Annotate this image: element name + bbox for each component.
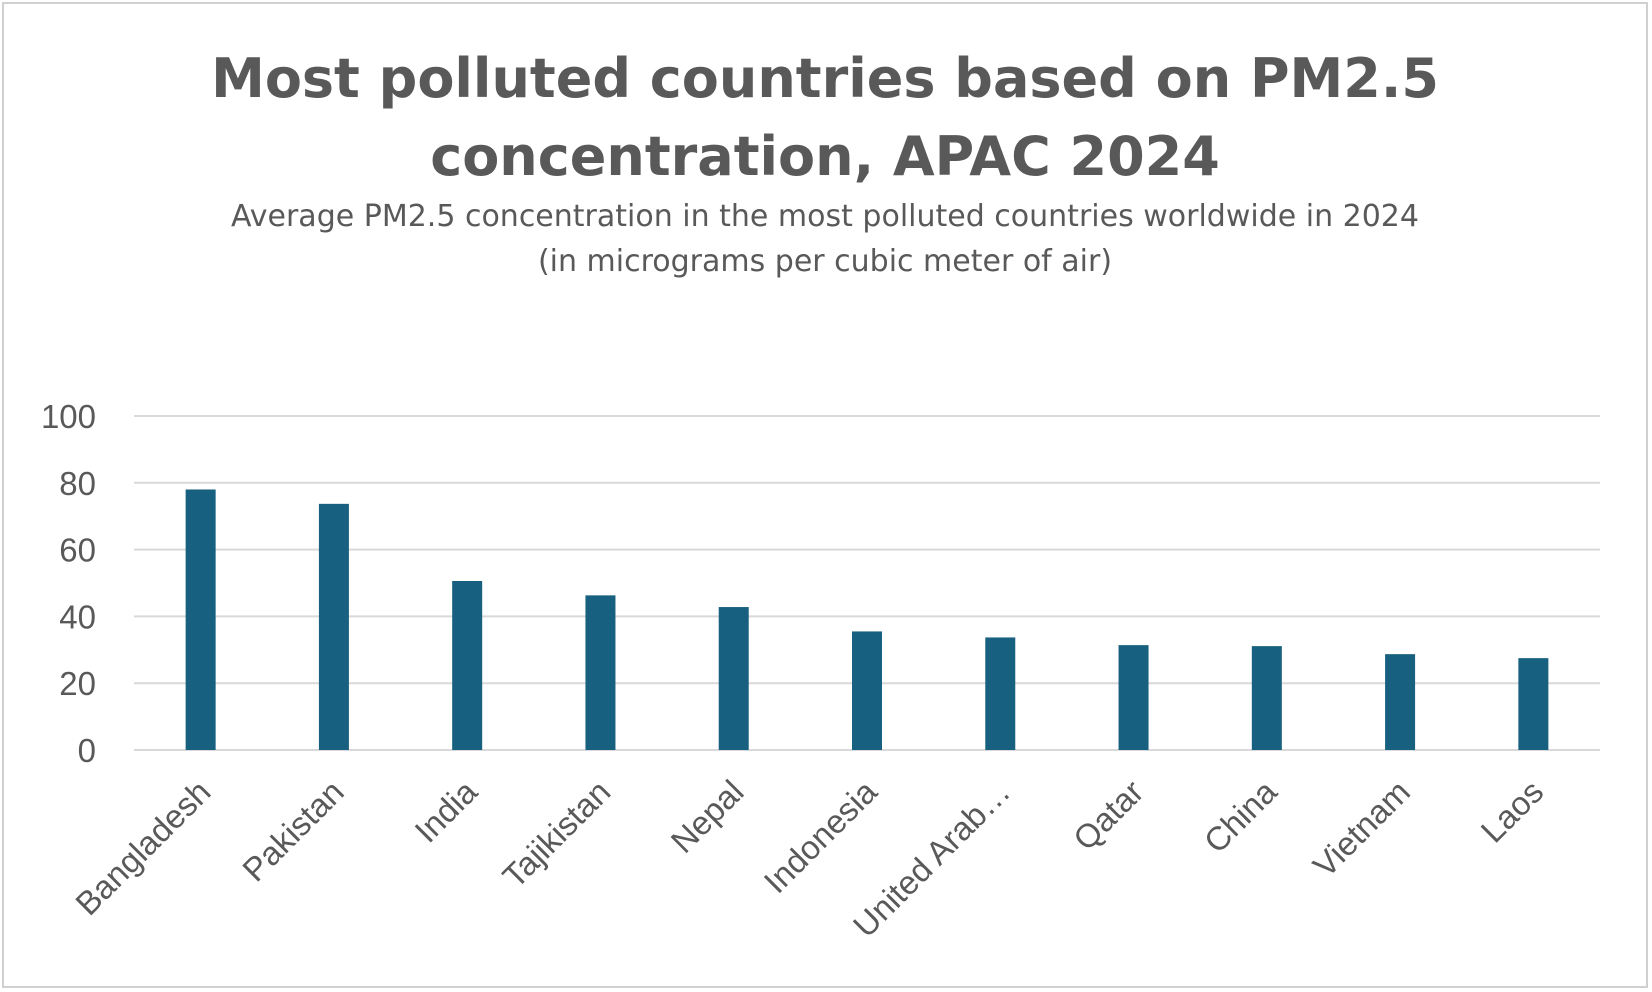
- bars: [185, 489, 1549, 750]
- x-tick-label: Indonesia: [757, 772, 885, 900]
- y-axis-ticks: 0 20 40 60 80 100: [41, 398, 96, 769]
- bar: [1385, 654, 1416, 750]
- x-tick-label: China: [1197, 772, 1285, 860]
- bar: [985, 637, 1016, 750]
- chart-title: Most polluted countries based on PM2.5 c…: [4, 40, 1646, 196]
- x-tick-label: India: [407, 772, 484, 849]
- x-tick-label: Vietnam: [1306, 773, 1417, 884]
- gridlines: [134, 415, 1600, 751]
- bar: [1251, 646, 1282, 750]
- x-tick-label: Laos: [1474, 773, 1551, 850]
- x-tick-label: Qatar: [1066, 773, 1151, 858]
- bar: [1118, 645, 1149, 750]
- chart-title-line-1: Most polluted countries based on PM2.5: [211, 47, 1439, 110]
- bar: [185, 489, 216, 750]
- chart-title-line-2: concentration, APAC 2024: [430, 125, 1220, 188]
- y-tick-label: 60: [59, 532, 96, 569]
- x-tick-label: Tajikistan: [495, 773, 617, 895]
- y-tick-label: 40: [59, 598, 96, 635]
- x-tick-label: Nepal: [664, 773, 751, 860]
- bar: [585, 595, 616, 750]
- y-tick-label: 80: [59, 465, 96, 502]
- chart-subtitle-line-1: Average PM2.5 concentration in the most …: [231, 199, 1419, 234]
- y-tick-label: 100: [41, 398, 96, 435]
- bar: [452, 580, 483, 750]
- x-axis-ticks: Bangladesh Pakistan India Tajikistan Nepal In…: [68, 772, 1550, 944]
- y-tick-label: 20: [59, 665, 96, 702]
- x-tick-label: Pakistan: [235, 773, 351, 889]
- x-tick-label: Bangladesh: [68, 773, 217, 922]
- chart-subtitle: Average PM2.5 concentration in the most …: [4, 194, 1646, 284]
- chart-subtitle-line-2: (in micrograms per cubic meter of air): [537, 244, 1113, 279]
- bar: [1518, 658, 1549, 750]
- bar: [318, 503, 349, 750]
- bar: [852, 631, 882, 750]
- y-tick-label: 0: [78, 732, 96, 769]
- bar: [718, 607, 749, 750]
